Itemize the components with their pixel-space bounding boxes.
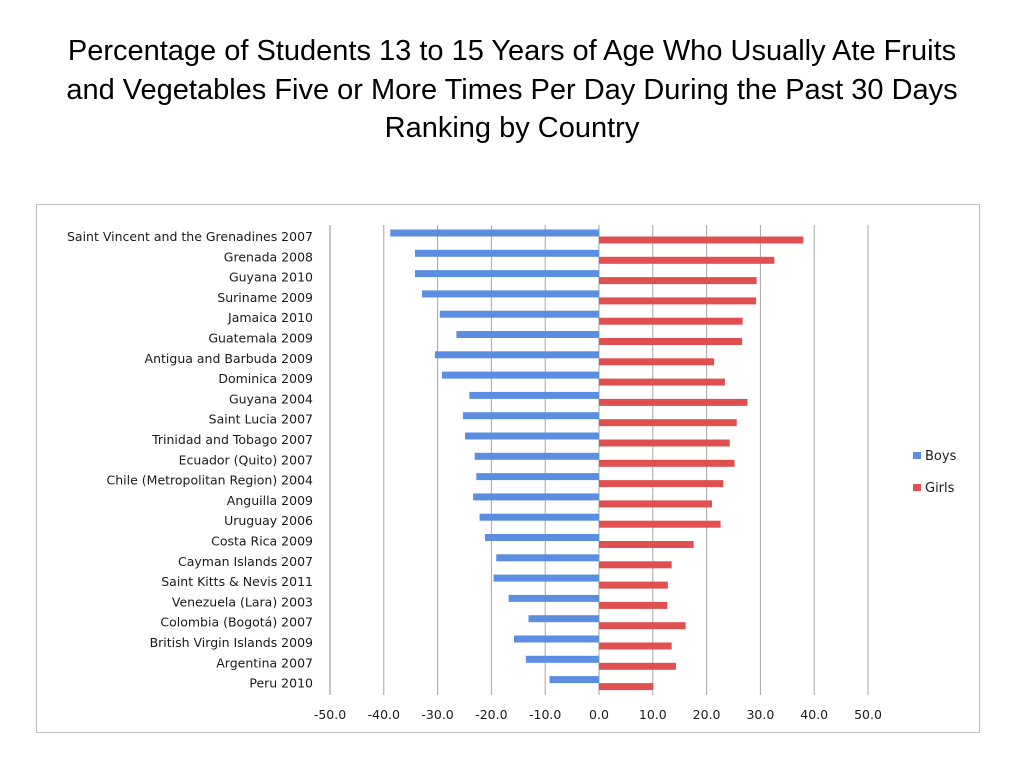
category-label: Peru 2010 (249, 676, 313, 691)
category-label: Guatemala 2009 (208, 331, 313, 346)
girls-bar (599, 561, 672, 569)
boys-bar (493, 574, 599, 582)
girls-bar (599, 358, 715, 366)
boys-bar (441, 371, 599, 379)
category-label: Colombia (Bogotá) 2007 (160, 615, 313, 630)
category-label: Saint Lucia 2007 (209, 412, 313, 427)
girls-bar (599, 642, 672, 650)
legend-label: Boys (925, 449, 957, 464)
x-tick-label: -50.0 (314, 707, 346, 722)
girls-bar (599, 500, 712, 508)
boys-bar (513, 635, 599, 643)
girls-bar (599, 541, 694, 548)
boys-bar (496, 554, 599, 562)
boys-bar (473, 493, 599, 501)
legend-swatch (913, 484, 921, 491)
girls-bar (599, 317, 743, 325)
category-label: Chile (Metropolitan Region) 2004 (107, 473, 314, 488)
girls-bar (599, 622, 686, 630)
category-label: Dominica 2009 (218, 371, 313, 386)
boys-bar (508, 594, 599, 602)
girls-bar (599, 398, 748, 406)
x-tick-label: 10.0 (639, 707, 667, 722)
girls-bar (599, 601, 668, 609)
boys-bar (465, 432, 599, 440)
boys-bar (390, 229, 599, 237)
boys-bar (415, 270, 599, 278)
category-label: Ecuador (Quito) 2007 (179, 452, 313, 467)
category-label: Jamaica 2010 (227, 310, 313, 325)
category-label: Grenada 2008 (224, 249, 313, 264)
boys-bar (439, 310, 599, 318)
category-label: Anguilla 2009 (227, 493, 313, 508)
girls-bar (599, 459, 735, 467)
legend-swatch (913, 452, 921, 459)
chart-title: Percentage of Students 13 to 15 Years of… (66, 35, 958, 145)
x-tick-label: 50.0 (854, 707, 882, 722)
category-label: Saint Kitts & Nevis 2011 (161, 574, 313, 589)
category-label: Uruguay 2006 (224, 513, 313, 528)
girls-bar (599, 256, 775, 264)
x-tick-label: -20.0 (475, 707, 507, 722)
boys-bar (462, 412, 599, 420)
category-label: Trinidad and Tobago 2007 (151, 432, 313, 447)
boys-bar (484, 534, 599, 541)
boys-bar (549, 676, 599, 684)
boys-bar (476, 473, 599, 481)
x-tick-label: -10.0 (529, 707, 561, 722)
x-tick-label: -40.0 (368, 707, 400, 722)
boys-bar (456, 331, 599, 338)
girls-bar (599, 581, 668, 589)
legend-label: Girls (925, 481, 955, 496)
girls-bar (599, 378, 725, 386)
category-label: Saint Vincent and the Grenadines 2007 (67, 229, 313, 244)
girls-bar (599, 520, 721, 528)
x-tick-label: -30.0 (421, 707, 453, 722)
girls-bar (599, 683, 654, 691)
category-label: Argentina 2007 (216, 655, 313, 670)
x-tick-label: 40.0 (800, 707, 828, 722)
category-label: Venezuela (Lara) 2003 (172, 594, 313, 609)
girls-bar (599, 277, 757, 285)
x-tick-label: 0.0 (589, 707, 609, 722)
girls-bar (599, 236, 804, 244)
x-tick-label: 30.0 (746, 707, 774, 722)
boys-bar (525, 655, 599, 663)
category-label: Guyana 2004 (229, 391, 313, 406)
girls-bar (599, 419, 737, 427)
boys-bar (421, 290, 599, 298)
x-tick-label: 20.0 (693, 707, 721, 722)
girls-bar (599, 480, 724, 488)
category-label: Antigua and Barbuda 2009 (145, 351, 313, 366)
category-label: Suriname 2009 (217, 290, 313, 305)
boys-bar (415, 249, 599, 257)
category-label: Costa Rica 2009 (211, 534, 313, 549)
chart-frame: -50.0 -40.0 -30.0 -20.0 -10.0 0.0 10.0 20.0 30.0… (36, 204, 980, 733)
category-label: British Virgin Islands 2009 (150, 635, 313, 650)
girls-bar (599, 662, 676, 670)
boys-bar (434, 351, 599, 359)
boys-bar (474, 452, 599, 460)
boys-bar (469, 391, 599, 399)
boys-bar (528, 615, 599, 623)
bar-chart: -50.0 -40.0 -30.0 -20.0 -10.0 0.0 10.0 20.0 30.0… (67, 225, 957, 722)
girls-bar (599, 439, 730, 447)
category-label: Guyana 2010 (229, 270, 313, 285)
category-label: Cayman Islands 2007 (178, 554, 313, 569)
girls-bar (599, 297, 757, 305)
boys-bar (479, 513, 599, 521)
girls-bar (599, 338, 743, 345)
